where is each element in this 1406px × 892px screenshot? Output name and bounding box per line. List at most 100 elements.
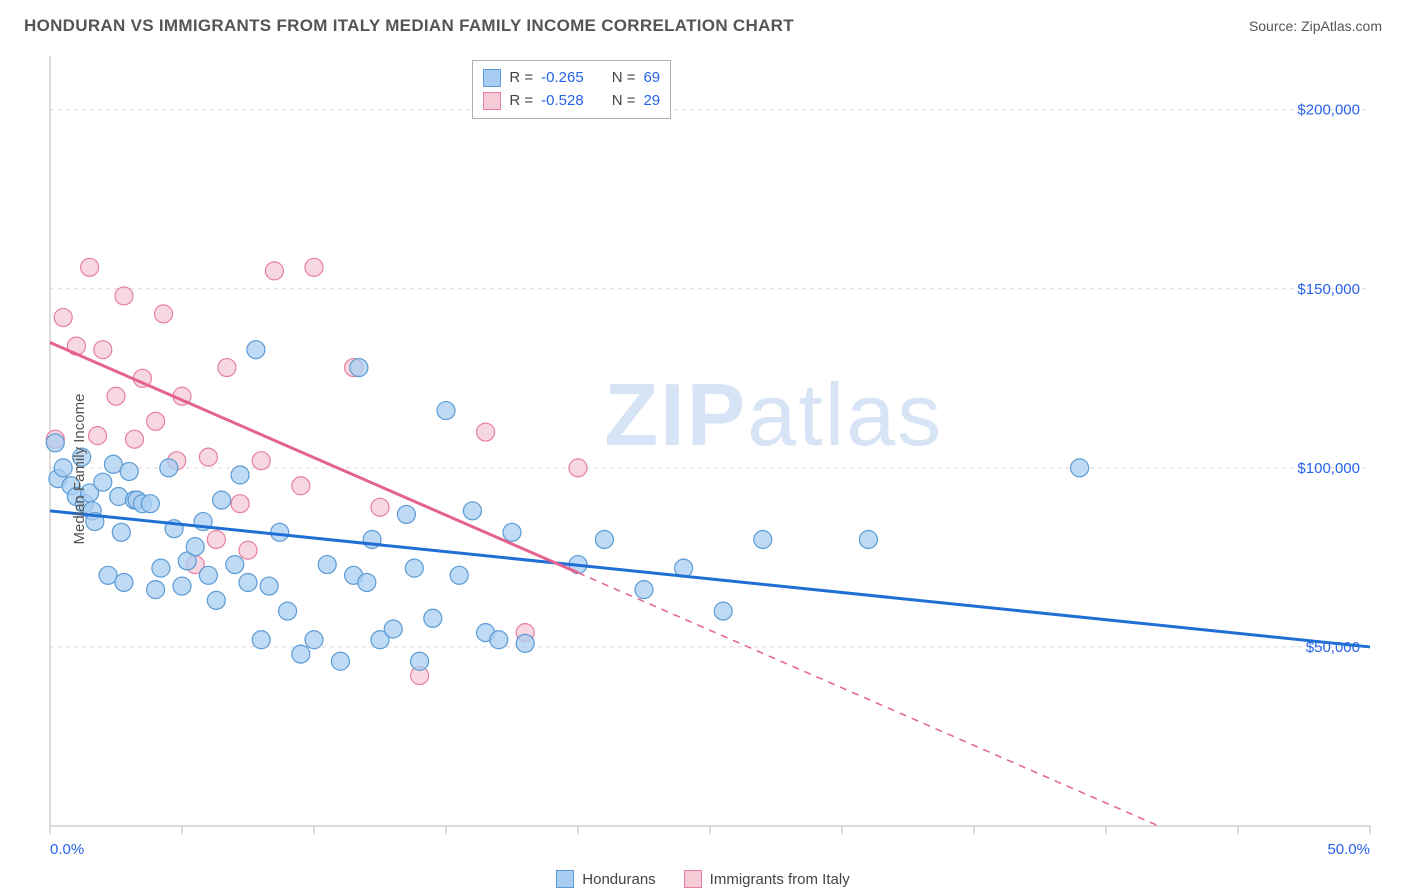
data-point: [226, 556, 244, 574]
data-point: [477, 423, 495, 441]
data-point: [252, 452, 270, 470]
data-point: [318, 556, 336, 574]
data-point: [199, 566, 217, 584]
chart-header: HONDURAN VS IMMIGRANTS FROM ITALY MEDIAN…: [0, 12, 1406, 40]
data-point: [516, 634, 534, 652]
legend-swatch: [483, 92, 501, 110]
data-point: [160, 459, 178, 477]
legend-top-row: R = -0.528 N = 29: [483, 90, 660, 113]
data-point: [490, 631, 508, 649]
data-point: [405, 559, 423, 577]
data-point: [152, 559, 170, 577]
data-point: [107, 387, 125, 405]
source-attribution: Source: ZipAtlas.com: [1249, 18, 1382, 34]
data-point: [635, 581, 653, 599]
x-tick-label: 0.0%: [50, 841, 84, 858]
data-point: [247, 341, 265, 359]
trend-line-extrapolated: [578, 573, 1159, 826]
data-point: [397, 505, 415, 523]
data-point: [207, 591, 225, 609]
data-point: [141, 495, 159, 513]
chart-container: Median Family Income $50,000$100,000$150…: [0, 46, 1406, 892]
data-point: [94, 341, 112, 359]
y-tick-label: $100,000: [1297, 460, 1360, 477]
data-point: [437, 402, 455, 420]
data-point: [54, 459, 72, 477]
scatter-chart: $50,000$100,000$150,000$200,0000.0%50.0%: [0, 46, 1406, 892]
legend-r-value: -0.265: [541, 67, 584, 90]
data-point: [754, 530, 772, 548]
legend-swatch: [684, 870, 702, 888]
data-point: [89, 427, 107, 445]
y-axis-label: Median Family Income: [71, 394, 88, 545]
data-point: [186, 538, 204, 556]
data-point: [371, 498, 389, 516]
data-point: [331, 652, 349, 670]
legend-r-value: -0.528: [541, 90, 584, 113]
data-point: [155, 305, 173, 323]
legend-item: Immigrants from Italy: [684, 870, 850, 888]
data-point: [173, 577, 191, 595]
legend-n-value: 69: [643, 67, 660, 90]
legend-n-value: 29: [643, 90, 660, 113]
data-point: [384, 620, 402, 638]
data-point: [199, 448, 217, 466]
y-tick-label: $200,000: [1297, 102, 1360, 119]
data-point: [450, 566, 468, 584]
data-point: [569, 459, 587, 477]
data-point: [231, 495, 249, 513]
series-legend: Hondurans Immigrants from Italy: [0, 870, 1406, 888]
legend-n-label: N =: [612, 67, 636, 90]
data-point: [147, 412, 165, 430]
legend-item: Hondurans: [556, 870, 655, 888]
correlation-legend: R = -0.265 N = 69 R = -0.528 N = 29: [472, 60, 671, 119]
data-point: [218, 359, 236, 377]
data-point: [859, 530, 877, 548]
legend-swatch: [556, 870, 574, 888]
data-point: [305, 258, 323, 276]
data-point: [260, 577, 278, 595]
source-prefix: Source:: [1249, 18, 1301, 34]
data-point: [239, 541, 257, 559]
data-point: [213, 491, 231, 509]
legend-r-label: R =: [509, 90, 533, 113]
legend-item-label: Immigrants from Italy: [710, 871, 850, 888]
data-point: [271, 523, 289, 541]
legend-n-label: N =: [612, 90, 636, 113]
data-point: [411, 652, 429, 670]
data-point: [350, 359, 368, 377]
data-point: [265, 262, 283, 280]
source-site: ZipAtlas.com: [1301, 18, 1382, 34]
data-point: [115, 287, 133, 305]
data-point: [239, 573, 257, 591]
x-tick-label: 50.0%: [1327, 841, 1370, 858]
legend-item-label: Hondurans: [582, 871, 655, 888]
data-point: [714, 602, 732, 620]
data-point: [81, 258, 99, 276]
data-point: [463, 502, 481, 520]
data-point: [115, 573, 133, 591]
data-point: [120, 462, 138, 480]
data-point: [252, 631, 270, 649]
data-point: [46, 434, 64, 452]
data-point: [125, 430, 143, 448]
data-point: [94, 473, 112, 491]
data-point: [305, 631, 323, 649]
data-point: [54, 308, 72, 326]
data-point: [503, 523, 521, 541]
data-point: [147, 581, 165, 599]
data-point: [110, 488, 128, 506]
legend-swatch: [483, 69, 501, 87]
data-point: [112, 523, 130, 541]
data-point: [1071, 459, 1089, 477]
y-tick-label: $150,000: [1297, 281, 1360, 298]
data-point: [231, 466, 249, 484]
data-point: [292, 645, 310, 663]
data-point: [292, 477, 310, 495]
data-point: [207, 530, 225, 548]
legend-r-label: R =: [509, 67, 533, 90]
data-point: [279, 602, 297, 620]
data-point: [424, 609, 442, 627]
data-point: [595, 530, 613, 548]
legend-top-row: R = -0.265 N = 69: [483, 67, 660, 90]
